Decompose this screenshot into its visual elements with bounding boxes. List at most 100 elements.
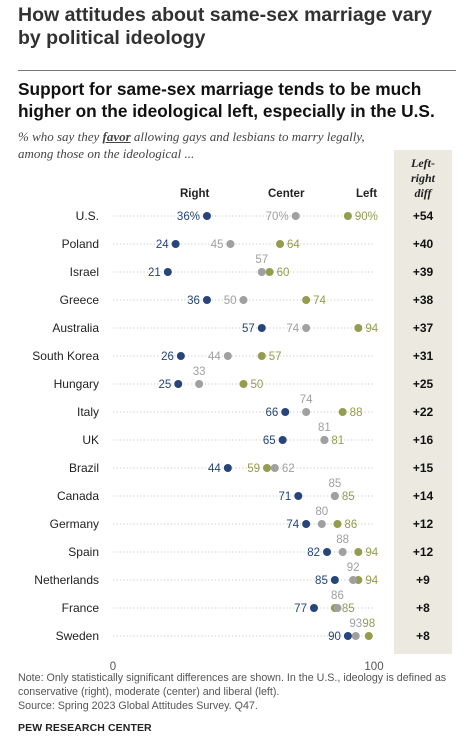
diff-value: +12 — [413, 517, 434, 531]
right-value-label: 65 — [263, 435, 276, 447]
right-dot — [278, 436, 287, 444]
country-label: Australia — [52, 321, 99, 335]
diff-column-header: Left- right diff — [394, 156, 452, 201]
diff-value: +40 — [413, 237, 434, 251]
right-dot — [257, 324, 266, 332]
center-dot — [223, 352, 232, 360]
left-value-label: 74 — [313, 295, 326, 307]
country-label: UK — [82, 433, 99, 447]
left-value-label: 64 — [287, 239, 300, 251]
left-dot — [343, 212, 352, 220]
center-dot — [333, 604, 342, 612]
right-value-label: 66 — [265, 407, 278, 419]
right-dot — [343, 632, 352, 640]
diff-value: +39 — [413, 265, 434, 279]
left-value-label: 85 — [342, 491, 355, 503]
right-value-label: 21 — [148, 267, 161, 279]
center-dot — [351, 632, 360, 640]
left-value-label: 88 — [350, 407, 363, 419]
country-label: Italy — [77, 405, 99, 419]
center-value-label: 81 — [318, 422, 331, 434]
center-value-label: 88 — [336, 534, 349, 546]
left-dot — [265, 268, 274, 276]
diff-value: +54 — [413, 209, 434, 223]
left-dot — [302, 296, 311, 304]
center-value-label: 86 — [331, 590, 344, 602]
center-dot — [270, 464, 279, 472]
center-value-label: 85 — [328, 478, 341, 490]
country-label: Poland — [62, 237, 99, 251]
center-dot — [257, 268, 266, 276]
diff-column-background — [394, 150, 452, 654]
diff-value: +8 — [416, 629, 430, 643]
diff-header-line-1: Left- — [411, 156, 435, 170]
legend-center-label: Center — [268, 188, 305, 200]
country-label: Hungary — [54, 377, 99, 391]
country-label: Spain — [68, 545, 99, 559]
right-value-label: 36% — [177, 211, 200, 223]
center-dot — [330, 492, 339, 500]
x-tick-label-min: 0 — [110, 661, 116, 673]
center-dot — [338, 548, 347, 556]
center-dot — [291, 212, 300, 220]
left-dot — [239, 380, 248, 388]
right-value-label: 71 — [279, 491, 292, 503]
right-value-label: 44 — [208, 463, 221, 475]
diff-header-line-3: diff — [414, 186, 432, 200]
center-dot — [317, 520, 326, 528]
left-value-label: 94 — [365, 575, 378, 587]
center-dot — [195, 380, 204, 388]
country-label: U.S. — [76, 209, 99, 223]
right-dot — [174, 380, 183, 388]
diff-value: +37 — [413, 321, 434, 335]
org-logo: PEW RESEARCH CENTER — [18, 722, 152, 734]
center-dot — [349, 576, 358, 584]
right-dot — [223, 464, 232, 472]
right-dot — [294, 492, 303, 500]
left-dot — [354, 548, 363, 556]
country-label: France — [62, 601, 100, 615]
right-value-label: 82 — [307, 547, 320, 559]
center-value-label: 45 — [211, 239, 224, 251]
left-value-label: 98 — [362, 618, 375, 630]
left-dot — [338, 408, 347, 416]
right-dot — [202, 212, 211, 220]
left-dot — [364, 632, 373, 640]
right-value-label: 77 — [294, 603, 307, 615]
diff-value: +14 — [413, 489, 434, 503]
footer-note: Note: Only statistically significant dif… — [18, 672, 447, 698]
center-value-label: 74 — [300, 394, 313, 406]
diff-value: +9 — [416, 573, 430, 587]
center-value-label: 93 — [349, 618, 362, 630]
right-value-label: 90 — [328, 631, 341, 643]
center-value-label: 80 — [315, 506, 328, 518]
country-label: South Korea — [32, 349, 99, 363]
center-dot — [226, 240, 235, 248]
figure-title: How attitudes about same-sex marriage va… — [18, 4, 432, 49]
right-value-label: 57 — [242, 323, 255, 335]
right-dot — [163, 268, 172, 276]
right-value-label: 74 — [286, 519, 299, 531]
diff-value: +15 — [413, 461, 434, 475]
country-label: Netherlands — [34, 573, 99, 587]
left-value-label: 86 — [344, 519, 357, 531]
diff-value: +16 — [413, 433, 434, 447]
diff-value: +22 — [413, 405, 434, 419]
diff-value: +12 — [413, 545, 434, 559]
left-value-label: 94 — [365, 547, 378, 559]
left-dot — [354, 324, 363, 332]
diff-header-line-2: right — [410, 171, 435, 185]
subtitle-emphasis: favor — [102, 129, 131, 144]
center-value-label: 50 — [224, 295, 237, 307]
diff-value: +8 — [416, 601, 430, 615]
left-value-label: 59 — [247, 463, 260, 475]
country-label: Brazil — [69, 461, 99, 475]
center-value-label: 62 — [282, 463, 295, 475]
center-value-label: 74 — [286, 323, 299, 335]
right-dot — [323, 548, 332, 556]
diff-value: +25 — [413, 377, 434, 391]
right-value-label: 36 — [187, 295, 200, 307]
left-value-label: 90% — [355, 211, 378, 223]
center-dot — [320, 436, 329, 444]
